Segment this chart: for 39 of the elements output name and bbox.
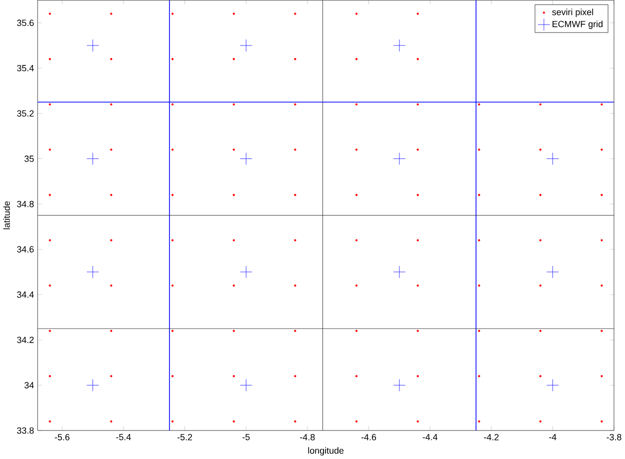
y-tick-label: 34.8 bbox=[17, 200, 34, 208]
point bbox=[393, 266, 406, 278]
point bbox=[86, 379, 99, 392]
x-tick-label: -4 bbox=[549, 434, 556, 440]
y-tick-label: 34.2 bbox=[17, 336, 34, 344]
y-tick-label: 33.8 bbox=[17, 427, 34, 434]
point bbox=[240, 266, 252, 278]
x-tick-label: -5.4 bbox=[116, 434, 131, 440]
x-tick-label: -5 bbox=[242, 434, 250, 440]
point bbox=[240, 152, 252, 165]
legend-label: seviri pixel bbox=[552, 8, 594, 18]
x-tick-label: -4.2 bbox=[484, 434, 499, 440]
point bbox=[393, 152, 406, 165]
legend-label: ECMWF grid bbox=[552, 20, 602, 30]
x-axis-title: longitude bbox=[308, 447, 344, 456]
point bbox=[546, 379, 559, 392]
point bbox=[86, 266, 99, 278]
x-tick-label: -5.2 bbox=[177, 434, 192, 440]
point bbox=[546, 266, 559, 278]
y-tick-label: 35.6 bbox=[17, 20, 34, 26]
y-tick-label: 35.4 bbox=[17, 65, 34, 72]
x-tick-label: -3.8 bbox=[606, 434, 622, 440]
point bbox=[240, 379, 252, 392]
x-tick-label: -4.4 bbox=[422, 434, 438, 440]
y-tick-label: 35.2 bbox=[17, 110, 34, 117]
point bbox=[393, 39, 406, 52]
x-tick-label: -5.6 bbox=[54, 434, 70, 440]
x-tick-label: -4.6 bbox=[361, 434, 376, 440]
point bbox=[240, 39, 252, 52]
point bbox=[86, 39, 99, 52]
point bbox=[546, 152, 559, 165]
x-tick-label: -4.8 bbox=[300, 434, 315, 440]
y-tick-label: 34.6 bbox=[17, 246, 34, 253]
y-tick-label: 34.4 bbox=[17, 292, 34, 298]
y-tick-label: 35 bbox=[24, 156, 34, 162]
point bbox=[86, 152, 99, 165]
y-tick-label: 34 bbox=[24, 382, 34, 388]
point bbox=[393, 379, 406, 392]
y-axis-title: latitude bbox=[3, 201, 10, 230]
